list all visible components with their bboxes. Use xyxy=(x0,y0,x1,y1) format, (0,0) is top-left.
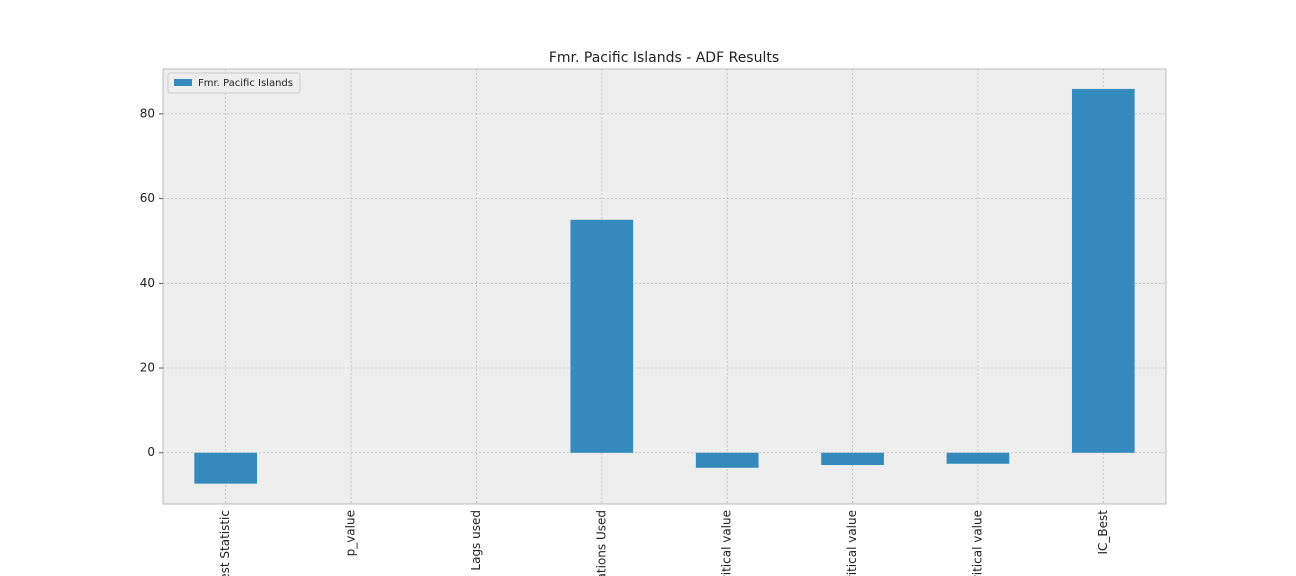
y-tick-label: 40 xyxy=(140,276,155,290)
x-tick-label: ations Used xyxy=(594,510,608,576)
bar xyxy=(194,452,258,484)
x-tick-label: est Statistic xyxy=(218,510,232,576)
x-tick-label: ritical value xyxy=(970,510,984,576)
x-tick-label: IC_Best xyxy=(1096,510,1110,555)
bar xyxy=(946,452,1010,464)
x-tick-label: ritical value xyxy=(720,510,734,576)
legend-box xyxy=(167,72,301,94)
y-tick-label: 0 xyxy=(147,445,155,459)
marks: 0 20 40 60 80 est Statistic p_value Lags used at… xyxy=(140,69,1166,576)
bar xyxy=(570,219,634,453)
legend-swatch xyxy=(174,79,192,86)
bar xyxy=(821,452,884,466)
x-tick-label: Lags used xyxy=(469,510,483,571)
plot-area xyxy=(162,68,1167,505)
chart-title: Fmr. Pacific Islands - ADF Results xyxy=(549,50,779,66)
legend-label: Fmr. Pacific Islands xyxy=(198,78,293,89)
bar xyxy=(695,452,759,468)
y-tick-label: 20 xyxy=(140,361,155,375)
bar xyxy=(1071,88,1135,453)
y-tick-label: 60 xyxy=(140,191,155,205)
y-tick-label: 80 xyxy=(140,106,155,120)
x-tick-label: p_value xyxy=(344,510,358,556)
x-tick-label: ritical value xyxy=(845,510,859,576)
